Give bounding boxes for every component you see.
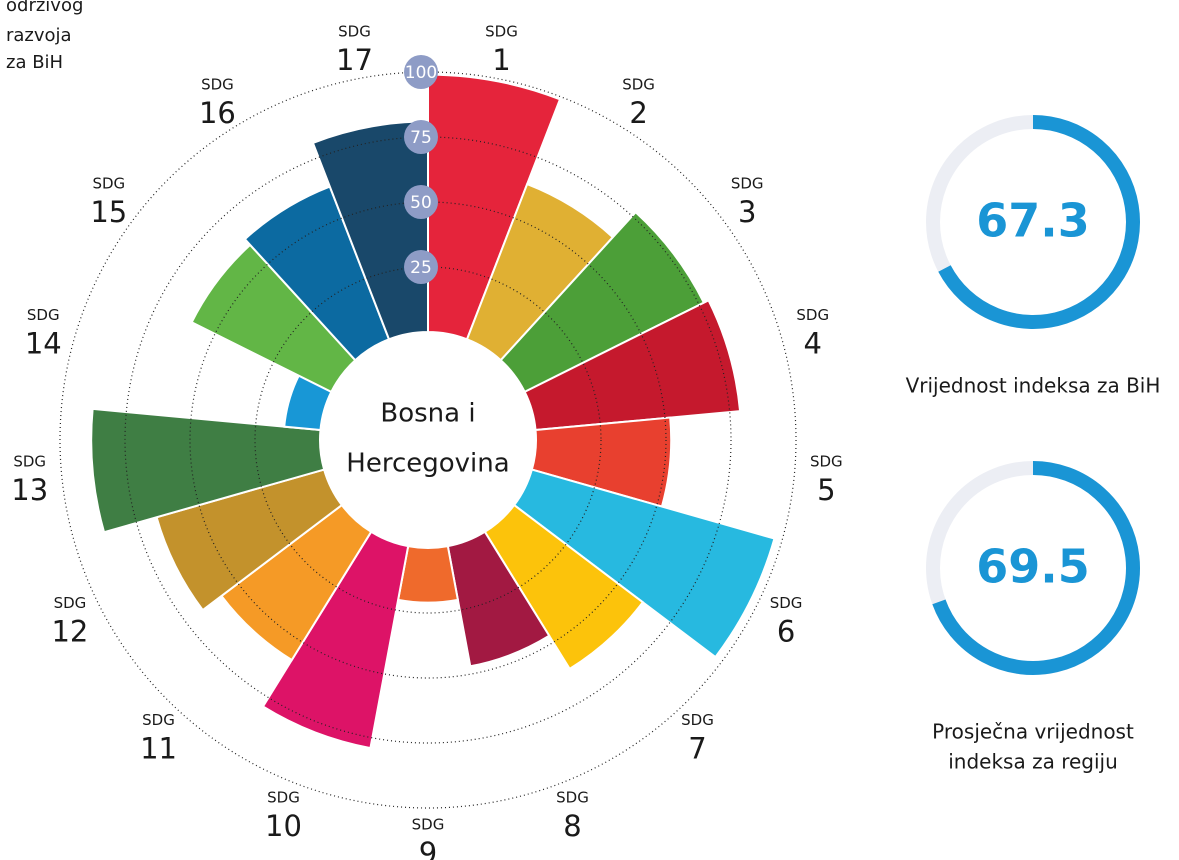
category-prefix: SDG [338, 22, 371, 40]
gauge-label: Vrijednost indeksa za BiH [906, 374, 1161, 398]
center-label: Bosna i [380, 399, 475, 429]
center-label: Hercegovina [346, 449, 509, 479]
r-tick-label: 50 [410, 193, 432, 213]
category-label: 3 [738, 195, 756, 229]
category-prefix: SDG [201, 75, 234, 93]
category-label: 2 [629, 96, 647, 130]
category-label: 1 [492, 43, 510, 77]
category-prefix: SDG [810, 452, 843, 470]
category-label: 14 [25, 327, 62, 361]
category-prefix: SDG [622, 75, 655, 93]
grid-circle [124, 136, 732, 744]
category-label: 15 [90, 195, 127, 229]
center-hole [320, 332, 536, 548]
category-prefix: SDG [92, 174, 125, 192]
category-prefix: SDG [485, 22, 518, 40]
r-tick-label: 25 [410, 258, 432, 278]
gauge-arc [938, 115, 1140, 329]
gauge-value: 67.3 [976, 194, 1090, 248]
category-prefix: SDG [731, 174, 764, 192]
category-prefix: SDG [27, 306, 60, 324]
tick-bubble [404, 250, 438, 284]
category-label: 12 [51, 614, 88, 648]
r-tick-label: 100 [405, 63, 437, 83]
category-label: 11 [140, 732, 177, 766]
gauge-value: 69.5 [976, 540, 1090, 594]
category-label: 10 [265, 809, 302, 843]
category-prefix: SDG [412, 816, 445, 834]
tick-bubble [404, 55, 438, 89]
category-label: 4 [804, 327, 822, 361]
grid-circle [189, 201, 667, 679]
category-prefix: SDG [556, 788, 589, 806]
category-label: 16 [199, 96, 236, 130]
header-line: održivog [6, 0, 83, 16]
grid-circle [254, 266, 602, 614]
gauge-label: Prosječna vrijednost [932, 720, 1134, 744]
category-label: 9 [419, 836, 437, 860]
tick-bubble [404, 185, 438, 219]
header-line: za BiH [6, 52, 63, 73]
category-label: 7 [688, 732, 706, 766]
gauge-arc [932, 461, 1140, 675]
category-label: 17 [336, 43, 373, 77]
gauge-label: indeksa za regiju [948, 750, 1118, 774]
header-line: razvoja [6, 25, 72, 46]
r-tick-label: 75 [410, 128, 432, 148]
category-label: 8 [563, 809, 581, 843]
grid-circle [59, 71, 797, 809]
category-prefix: SDG [142, 711, 175, 729]
category-label: 5 [817, 473, 835, 507]
category-prefix: SDG [681, 711, 714, 729]
category-prefix: SDG [770, 594, 803, 612]
category-prefix: SDG [13, 452, 46, 470]
category-label: 13 [11, 473, 48, 507]
tick-bubble [404, 120, 438, 154]
category-label: 6 [777, 614, 795, 648]
category-prefix: SDG [796, 306, 829, 324]
category-prefix: SDG [267, 788, 300, 806]
category-prefix: SDG [54, 594, 87, 612]
